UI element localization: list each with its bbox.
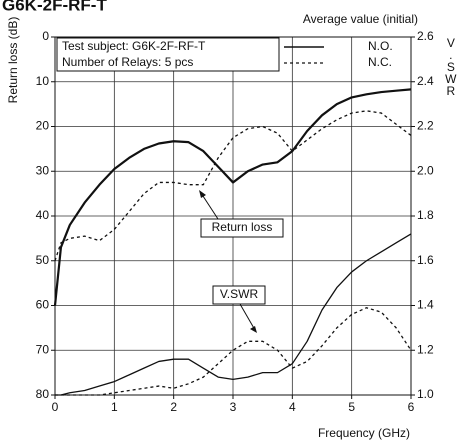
series-line xyxy=(55,233,412,396)
x-tick-label: 2 xyxy=(170,400,177,414)
y2-tick-label: 2.6 xyxy=(417,29,434,43)
x-tick-label: 5 xyxy=(348,400,355,414)
y-tick-label: 80 xyxy=(36,387,50,401)
y2-tick-label: 2.4 xyxy=(417,74,434,88)
arrow-head xyxy=(250,326,257,333)
annotation: Return loss xyxy=(212,220,273,234)
chart-subtitle: Average value (initial) xyxy=(303,12,418,26)
legend-label: N.C. xyxy=(368,55,392,69)
y2-tick-label: 2.0 xyxy=(417,163,434,177)
legend-text: Test subject: G6K-2F-RF-T xyxy=(62,39,206,53)
annotation-box xyxy=(200,218,284,238)
y-tick-label: 30 xyxy=(36,163,50,177)
x-axis-label: Frequency (GHz) xyxy=(318,426,410,440)
x-tick-label: 6 xyxy=(408,400,415,414)
y2-tick-label: 1.2 xyxy=(417,342,434,356)
legend-label: N.O. xyxy=(368,39,393,53)
x-tick-label: 1 xyxy=(111,400,118,414)
y2-axis-label: V.SWR xyxy=(444,36,458,96)
x-tick-label: 4 xyxy=(289,400,296,414)
y2-tick-label: 1.6 xyxy=(417,253,434,267)
y-tick-label: 0 xyxy=(42,29,49,43)
y2-tick-label: 1.8 xyxy=(417,208,434,222)
legend-box xyxy=(56,37,280,72)
y2-tick-label: 1.4 xyxy=(417,298,434,312)
chart-title: G6K-2F-RF-T xyxy=(2,0,107,14)
arrow-head xyxy=(199,190,206,198)
y-tick-label: 50 xyxy=(36,253,50,267)
y2-tick-label: 1.0 xyxy=(417,387,434,401)
y2-tick-label: 2.2 xyxy=(417,119,434,133)
x-tick-label: 0 xyxy=(52,400,59,414)
x-tick-label: 3 xyxy=(230,400,237,414)
y-tick-label: 40 xyxy=(36,208,50,222)
series-line xyxy=(54,110,412,261)
y-tick-label: 10 xyxy=(36,74,50,88)
annotation-arrow xyxy=(200,192,219,220)
y-tick-label: 20 xyxy=(36,119,50,133)
y-tick-label: 60 xyxy=(36,298,50,312)
legend-text: Number of Relays: 5 pcs xyxy=(62,55,193,69)
series-line xyxy=(55,307,412,396)
y-tick-label: 70 xyxy=(36,342,50,356)
y-axis-label: Return loss (dB) xyxy=(6,17,20,104)
series-line xyxy=(53,88,412,306)
annotation-box xyxy=(212,285,266,305)
annotation: V.SWR xyxy=(220,287,259,301)
annotation-arrow xyxy=(239,303,256,331)
